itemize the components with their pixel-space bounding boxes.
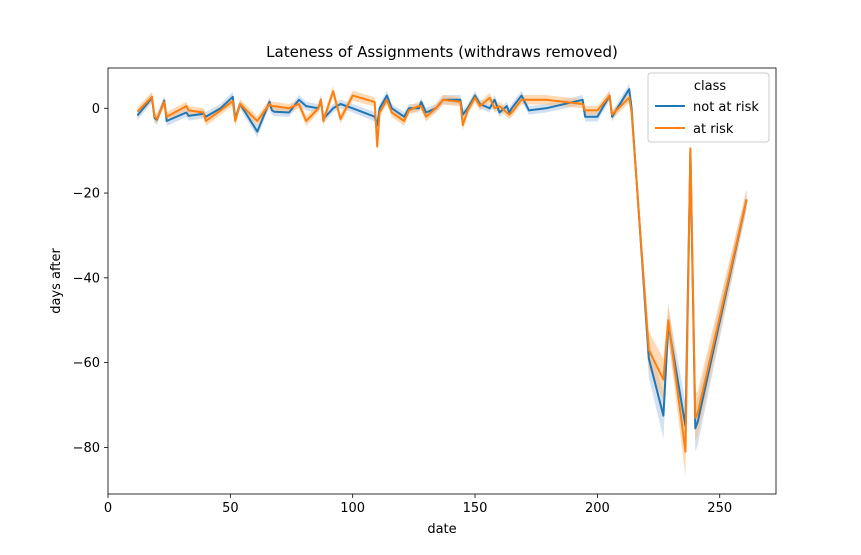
x-tick-label: 100 <box>340 501 365 516</box>
x-tick-label: 50 <box>222 501 239 516</box>
legend-frame <box>647 72 770 143</box>
legend: class not at risk at risk <box>647 72 770 143</box>
y-axis: 0 −20 −40 −60 −80 <box>73 102 108 456</box>
x-tick-label: 0 <box>104 501 112 516</box>
y-tick-label: −40 <box>73 271 100 286</box>
series-line-at-risk <box>136 90 748 453</box>
legend-label-at-risk: at risk <box>693 122 734 137</box>
series-lines <box>136 88 748 453</box>
legend-label-not-at-risk: not at risk <box>693 100 759 115</box>
y-tick-label: −20 <box>73 187 100 202</box>
x-axis: 0 50 100 150 200 250 <box>104 494 732 516</box>
y-tick-label: 0 <box>92 102 100 117</box>
y-tick-label: −60 <box>73 356 100 371</box>
x-tick-label: 150 <box>463 501 488 516</box>
x-axis-label: date <box>427 522 456 537</box>
legend-title: class <box>694 79 726 94</box>
y-axis-label: days after <box>49 248 64 314</box>
x-tick-label: 200 <box>585 501 610 516</box>
x-tick-label: 250 <box>707 501 732 516</box>
chart-title: Lateness of Assignments (withdraws remov… <box>266 43 618 61</box>
y-tick-label: −80 <box>73 441 100 456</box>
plot-frame <box>107 67 777 495</box>
